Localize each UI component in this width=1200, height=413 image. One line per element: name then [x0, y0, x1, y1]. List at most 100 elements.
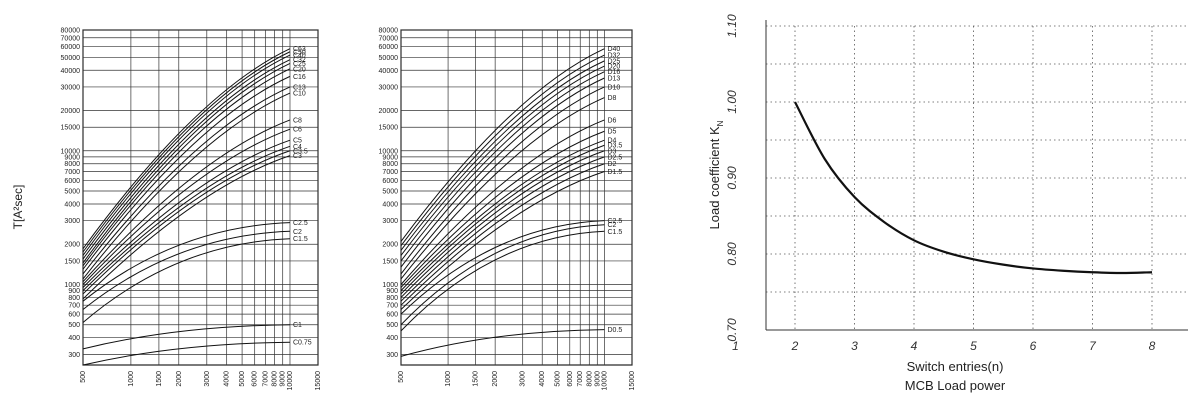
series-curve [400, 77, 605, 268]
series-curve [82, 86, 291, 275]
x-tick-label: 2000 [492, 371, 499, 387]
series-label: C25 [293, 61, 306, 68]
series-label: C3.5 [293, 148, 308, 155]
y-tick-label: 600 [386, 312, 398, 319]
series-curve [82, 119, 291, 282]
y-tick-label: 70000 [379, 35, 399, 42]
series-label: D3.5 [607, 143, 622, 150]
x-tick-label: 6 [1030, 339, 1037, 353]
series-label: D10 [607, 84, 620, 91]
y-tick-label: 700 [68, 303, 80, 310]
y-tick-label: 5000 [382, 189, 398, 196]
x-tick-label: 10000 [287, 371, 294, 391]
y-tick-label: 6000 [64, 178, 80, 185]
series-label: C16 [293, 74, 306, 81]
y-tick-label: 2000 [382, 242, 398, 249]
y-tick-label: 6000 [382, 178, 398, 185]
y-tick-label: 600 [68, 312, 80, 319]
x-tick-label: 500 [398, 371, 405, 383]
series-label: C2.5 [293, 220, 308, 227]
x-tick-label: 1500 [156, 371, 163, 387]
y-tick-label: 9000 [64, 154, 80, 161]
series-label: D32 [607, 53, 620, 60]
middle-tripping-chart: 500 1000 1500 2000 3000 4000 5000 6000 7000 8000 9… [379, 28, 636, 391]
series-label: C2 [607, 222, 616, 229]
y-tick-label: 0.90 [725, 166, 739, 190]
series-curve [400, 48, 605, 242]
series-curve [400, 139, 605, 291]
y-tick-label: 15000 [379, 125, 399, 132]
y-tick-label: 30000 [379, 84, 399, 91]
y-tick-label: 900 [68, 288, 80, 295]
y-tick-label: 0.70 [725, 318, 739, 342]
series-label: C10 [293, 91, 306, 98]
y-tick-label: 700 [386, 303, 398, 310]
y-tick-label: 1500 [382, 258, 398, 265]
series-curve [400, 97, 605, 280]
right-y-axis-label-sub: N [716, 120, 725, 126]
right-y-axis-label: Load coefficient KN [707, 120, 725, 229]
series-label: D20 [607, 64, 620, 71]
x-tick-label: 500 [80, 371, 87, 383]
y-tick-label: 5000 [64, 189, 80, 196]
y-tick-label: 900 [386, 288, 398, 295]
series-label: C8 [293, 117, 302, 124]
series-curve [82, 59, 291, 260]
load-coefficient-curve [794, 101, 1153, 275]
y-tick-label: 0.80 [725, 242, 739, 266]
x-tick-label: 6000 [567, 371, 574, 387]
y-tick-label: 8000 [64, 161, 80, 168]
series-curve [400, 224, 605, 326]
x-tick-label: 4000 [539, 371, 546, 387]
x-tick-label: 5000 [239, 371, 246, 387]
series-curve [400, 65, 605, 256]
y-tick-label: 4000 [382, 201, 398, 208]
y-tick-label: 40000 [61, 68, 81, 75]
y-tick-label: 60000 [61, 44, 81, 51]
series-label: D16 [607, 69, 620, 76]
y-tick-label: 70000 [61, 35, 81, 42]
x-tick-label: 1500 [473, 371, 480, 387]
series-curve [400, 54, 605, 247]
series-label: C4 [293, 144, 302, 151]
series-curve [82, 75, 291, 270]
series-curve [400, 86, 605, 275]
series-label: C1.5 [607, 229, 622, 236]
series-curve [82, 150, 291, 295]
y-tick-label: 2000 [64, 242, 80, 249]
right-y-axis-label-main: Load coefficient K [707, 126, 722, 229]
y-tick-label: 400 [386, 335, 398, 342]
series-label: C1.5 [293, 236, 308, 243]
x-tick-label: 3000 [204, 371, 211, 387]
series-curve [82, 145, 291, 291]
left-y-axis-label: T[A²sec] [11, 185, 25, 230]
x-tick-label: 1000 [128, 371, 135, 387]
y-tick-label: 30000 [61, 84, 81, 91]
x-tick-label: 7000 [262, 371, 269, 387]
load-coefficient-chart: 1 2 3 4 5 6 7 8 0.70 0.80 0.90 1.00 1.10 [725, 14, 1188, 353]
y-tick-label: 400 [68, 335, 80, 342]
series-label: D25 [607, 58, 620, 65]
series-curve [400, 144, 605, 295]
series-curve [400, 230, 605, 332]
y-tick-label: 3000 [382, 218, 398, 225]
x-tick-label: 15000 [629, 371, 636, 391]
x-tick-label: 10000 [601, 371, 608, 391]
x-tick-label: 3000 [520, 371, 527, 387]
x-tick-label: 8000 [272, 371, 279, 387]
y-tick-label: 7000 [64, 169, 80, 176]
x-tick-label: 5000 [554, 371, 561, 387]
x-tick-label: 1 [732, 339, 739, 353]
y-tick-label: 500 [386, 322, 398, 329]
y-tick-label: 1000 [382, 282, 398, 289]
series-curve [82, 222, 291, 302]
y-tick-label: 300 [68, 352, 80, 359]
series-label: C20 [293, 66, 306, 73]
y-tick-label: 1000 [64, 282, 80, 289]
y-tick-label: 80000 [379, 28, 399, 35]
series-curve [82, 230, 291, 310]
series-label: C3 [293, 153, 302, 160]
y-tick-label: 4000 [64, 201, 80, 208]
series-curve [82, 238, 291, 323]
x-tick-label: 9000 [280, 371, 287, 387]
